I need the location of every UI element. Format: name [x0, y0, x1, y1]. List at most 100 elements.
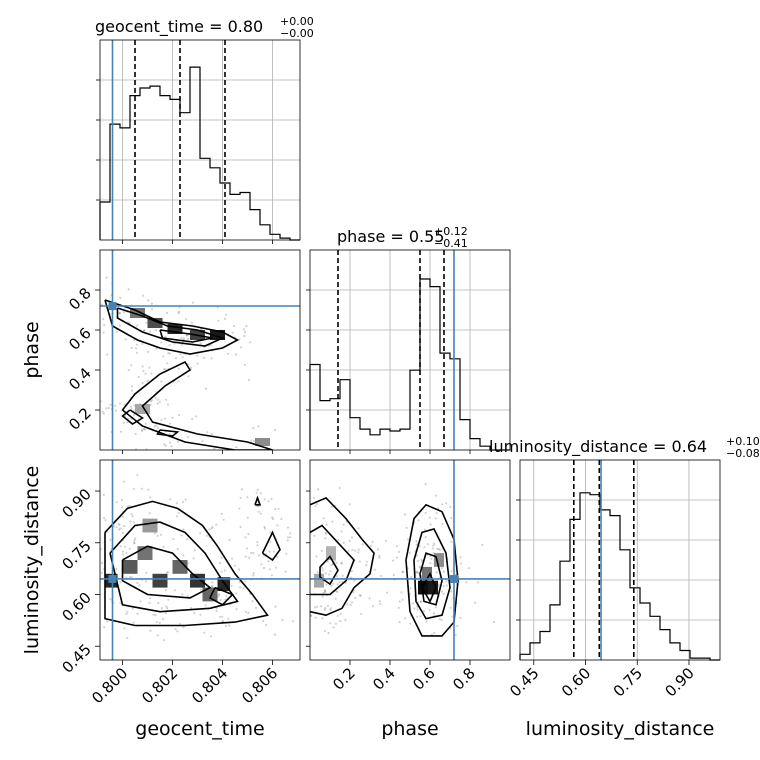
scatter-point [352, 591, 355, 594]
scatter-point [145, 321, 148, 324]
title-luminosity-distance: luminosity_distance = 0.64 +0.10 −0.08 [489, 435, 760, 460]
scatter-point [218, 594, 221, 597]
scatter-point [147, 299, 150, 302]
scatter-point [221, 620, 224, 623]
scatter-point [133, 338, 136, 342]
scatter-point [287, 597, 289, 599]
scatter-point [199, 588, 202, 591]
scatter-point [238, 568, 241, 571]
scatter-point [338, 486, 341, 490]
scatter-point [450, 540, 453, 543]
contour-line [121, 409, 145, 425]
panel0-ytick-label: 0.2 [65, 404, 95, 434]
scatter-point [244, 580, 247, 583]
scatter-point [432, 542, 436, 546]
scatter-point [177, 511, 180, 515]
scatter-point [121, 506, 124, 509]
scatter-point [177, 312, 180, 315]
scatter-point [167, 571, 170, 574]
scatter-point [238, 338, 241, 341]
scatter-point [211, 584, 214, 588]
scatter-point [465, 581, 468, 584]
scatter-point [354, 596, 357, 600]
scatter-point [146, 379, 149, 382]
scatter-point [265, 623, 268, 627]
scatter-point [230, 557, 234, 560]
scatter-point [100, 571, 103, 574]
panel-content [100, 276, 277, 457]
panel-content [287, 483, 495, 660]
density-cell [190, 573, 205, 588]
hist-step-phase [309, 278, 510, 451]
scatter-point [118, 312, 121, 315]
scatter-point [126, 610, 129, 614]
scatter-point [202, 356, 205, 359]
scatter-point [307, 539, 309, 541]
panel-content [77, 473, 295, 642]
scatter-point [256, 541, 259, 544]
scatter-point [164, 444, 167, 447]
scatter-point [334, 622, 338, 625]
scatter-point [171, 416, 174, 419]
scatter-point [155, 347, 158, 350]
scatter-point [441, 503, 444, 506]
scatter-point [256, 488, 259, 491]
scatter-point [234, 353, 237, 356]
scatter-point [151, 399, 154, 402]
scatter-point [115, 526, 118, 529]
scatter-point [168, 422, 171, 425]
scatter-point [180, 534, 183, 537]
scatter-point [160, 455, 162, 457]
scatter-point [117, 522, 120, 525]
scatter-point [101, 410, 104, 413]
scatter-point [144, 422, 147, 425]
scatter-point [148, 512, 151, 515]
scatter-point [324, 629, 327, 633]
scatter-point [142, 427, 145, 431]
scatter-point [250, 551, 253, 555]
scatter-point [217, 593, 220, 596]
scatter-point [267, 560, 270, 563]
scatter-point [150, 308, 154, 311]
scatter-point [130, 364, 133, 367]
scatter-point [348, 503, 351, 506]
svg-text:phase = 0.55: phase = 0.55 [337, 227, 444, 246]
scatter-point [342, 541, 345, 544]
scatter-point [146, 350, 150, 353]
scatter-point [77, 637, 79, 639]
hist-panel-geocent_time [96, 39, 301, 244]
scatter-point [224, 624, 227, 628]
density-cell [135, 404, 150, 414]
scatter-point [103, 323, 106, 327]
scatter-point [208, 528, 211, 531]
scatter-point [424, 483, 427, 486]
scatter-point [442, 585, 445, 588]
title-luminosity-distance-label: luminosity_distance = 0.64 [489, 437, 707, 457]
scatter-point [340, 562, 343, 565]
scatter-point [445, 502, 448, 505]
scatter-point [134, 537, 137, 540]
scatter-point [365, 560, 368, 563]
scatter-point [118, 324, 121, 327]
scatter-point [167, 598, 170, 601]
scatter-point [415, 570, 418, 573]
scatter-point [350, 601, 354, 604]
scatter-point [434, 606, 437, 609]
scatter-point [186, 538, 189, 541]
scatter-point [132, 521, 135, 524]
scatter-point [148, 366, 151, 369]
scatter-point [178, 310, 181, 313]
scatter-point [416, 559, 419, 562]
scatter-point [268, 568, 271, 571]
ylabel-phase: phase [21, 321, 43, 378]
scatter-point [434, 517, 437, 520]
scatter-point [350, 536, 354, 539]
scatter-point [284, 570, 287, 573]
scatter-point [149, 496, 152, 499]
panel1-ytick-label: 0.45 [58, 640, 94, 676]
contour-line [121, 545, 212, 599]
scatter-point [119, 581, 122, 584]
scatter-point [141, 381, 144, 385]
scatter-point [187, 436, 190, 439]
scatter-point [136, 324, 139, 327]
